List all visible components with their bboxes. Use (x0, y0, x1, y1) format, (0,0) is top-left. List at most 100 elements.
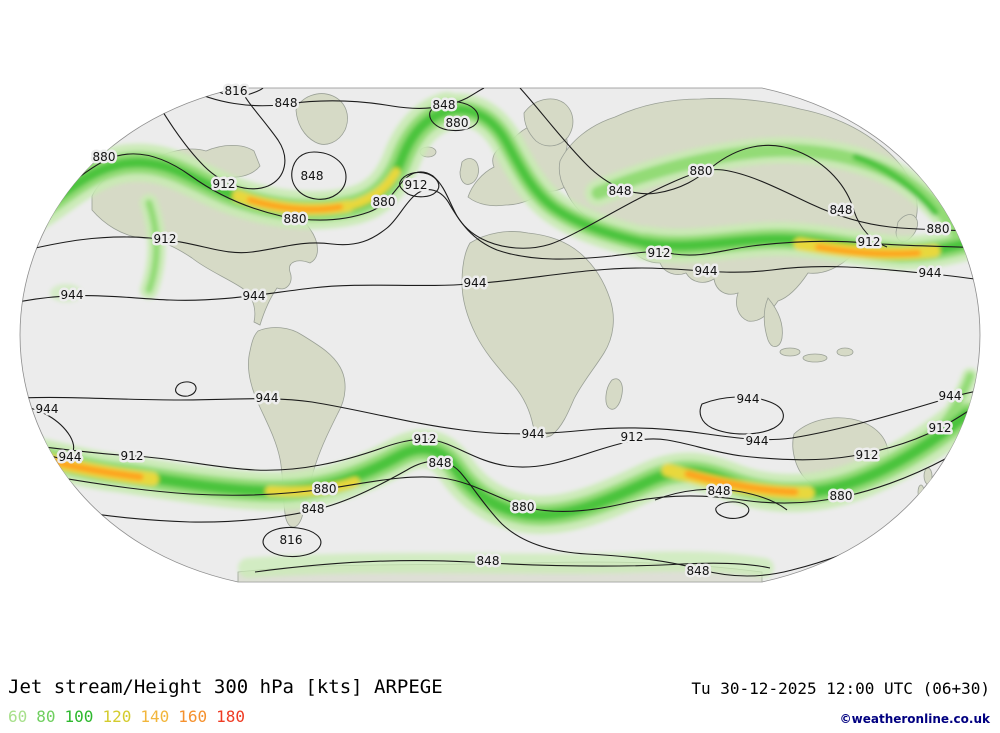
map-title: Jet stream/Height 300 hPa [kts] ARPEGE (8, 676, 443, 698)
contour-label: 944 (522, 427, 545, 441)
contour-label: 880 (830, 489, 853, 503)
legend-value-60: 60 (8, 707, 28, 726)
contour-line (519, 88, 888, 248)
island-indonesia-3 (836, 347, 854, 357)
contour-label: 848 (429, 456, 452, 470)
contour-line (20, 153, 980, 249)
contour-label: 880 (690, 164, 713, 178)
contour-label: 944 (59, 450, 82, 464)
jet-orange-na (247, 197, 343, 213)
continent-north-america (91, 144, 318, 326)
contour-label: 912 (621, 430, 644, 444)
jet-band-wna-mid (145, 199, 160, 294)
contour-label: 912 (154, 232, 177, 246)
contour-label: 912 (648, 246, 671, 260)
contour-label: 848 (687, 564, 710, 578)
contour-label: 912 (858, 235, 881, 249)
contour-label: 848 (477, 554, 500, 568)
island-indonesia-1 (779, 347, 801, 357)
contour-label: 880 (314, 482, 337, 496)
contour-line (20, 389, 980, 441)
contour-label: 912 (121, 449, 144, 463)
speed-legend: 60 80 100 120 140 160 180 (8, 707, 254, 726)
height-contours (20, 88, 980, 577)
contour-label: 944 (243, 289, 266, 303)
contour-label: 944 (737, 392, 760, 406)
contour-label: 816 (280, 533, 303, 547)
contour-label: 848 (275, 96, 298, 110)
contour-line (715, 501, 750, 519)
contour-line (20, 189, 980, 260)
contour-label: 848 (830, 203, 853, 217)
contour-label: 848 (708, 484, 731, 498)
contour-label: 944 (36, 402, 59, 416)
contour-line (213, 88, 264, 97)
contour-label: 944 (464, 276, 487, 290)
contour-line (185, 88, 485, 109)
contour-label: 944 (256, 391, 279, 405)
contour-label: 944 (695, 264, 718, 278)
contour-label: 880 (373, 195, 396, 209)
contour-label: 880 (927, 222, 950, 236)
contour-label: 912 (213, 177, 236, 191)
contour-label: 848 (301, 169, 324, 183)
jet-orange-sh1 (51, 458, 144, 481)
continent-africa (461, 231, 614, 438)
jet-orange-sh3 (684, 470, 799, 496)
jet-core-atl (442, 105, 650, 248)
contour-line (20, 266, 980, 303)
contour-line (262, 526, 322, 558)
weather-map: 816 848 848 880 880 912 848 880 880 912 848 880 848 8… (19, 82, 981, 583)
legend-value-80: 80 (36, 707, 56, 726)
contour-label: 912 (929, 421, 952, 435)
contour-label: 880 (93, 150, 116, 164)
contour-line (429, 100, 479, 132)
map-datetime: Tu 30-12-2025 12:00 UTC (06+30) (691, 679, 990, 698)
island-indonesia-2 (802, 353, 828, 363)
continent-greenland (295, 93, 348, 145)
jet-yellow-greenland (347, 167, 401, 210)
legend-value-100: 100 (64, 707, 94, 726)
legend-value-160: 160 (178, 707, 208, 726)
contour-label: 848 (302, 502, 325, 516)
jet-patch-light (50, 284, 82, 302)
region-se-asia (763, 297, 783, 347)
contour-label: 912 (405, 178, 428, 192)
jet-orange-asia (815, 244, 921, 257)
contour-line (20, 437, 980, 513)
contour-label: 816 (225, 84, 248, 98)
legend-value-120: 120 (102, 707, 132, 726)
jet-core-neurope (852, 153, 939, 216)
contour-line (291, 151, 347, 200)
contour-line (20, 460, 980, 577)
contour-labels: 816 848 848 880 880 912 848 880 880 912 848 880 848 8… (33, 82, 964, 581)
contour-label: 880 (512, 500, 535, 514)
contour-label: 848 (433, 98, 456, 112)
legend-value-180: 180 (216, 707, 246, 726)
contour-line (20, 401, 980, 471)
contour-label: 944 (746, 434, 769, 448)
world-map-svg: 816 848 848 880 880 912 848 880 880 912 848 880 848 8… (19, 82, 981, 583)
contour-line (175, 381, 197, 397)
contour-label: 848 (609, 184, 632, 198)
contour-line (147, 88, 286, 190)
island-madagascar (605, 378, 623, 410)
island-new-zealand-1 (923, 467, 933, 485)
contour-label: 880 (284, 212, 307, 226)
island-uk (459, 158, 479, 185)
contour-label: 912 (414, 432, 437, 446)
contour-label: 944 (61, 288, 84, 302)
continent-south-america (248, 327, 346, 528)
contour-label: 944 (939, 389, 962, 403)
region-scandinavia (523, 98, 574, 147)
legend-value-140: 140 (140, 707, 170, 726)
copyright-link[interactable]: ©weatheronline.co.uk (839, 712, 990, 726)
contour-line (398, 171, 440, 198)
contour-line (654, 488, 788, 511)
contour-label: 880 (446, 116, 469, 130)
contour-line (254, 559, 771, 573)
contour-line (699, 396, 784, 435)
contour-label: 912 (856, 448, 879, 462)
contour-label: 944 (919, 266, 942, 280)
jet-band-neurope-mid (591, 143, 967, 245)
